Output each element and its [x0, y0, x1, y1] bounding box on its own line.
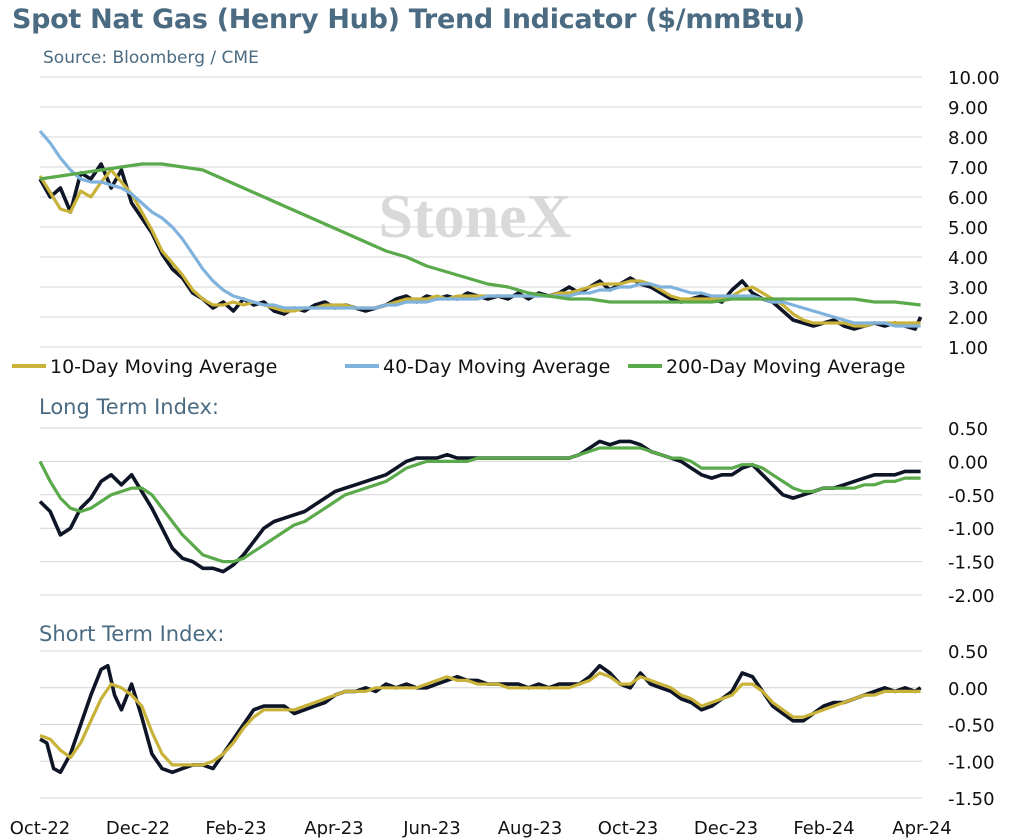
y-tick-label: -2.00	[948, 586, 995, 607]
y-tick-label: -1.00	[948, 752, 995, 773]
y-tick-label: -1.50	[948, 789, 995, 810]
x-tick-label: Aug-23	[498, 818, 563, 839]
y-tick-label: 1.00	[948, 338, 988, 359]
long-term-signal-line	[38, 446, 921, 564]
ma200-line	[39, 162, 921, 307]
y-tick-label: 0.50	[948, 642, 988, 663]
legend-label: 40-Day Moving Average	[383, 356, 610, 378]
ma40-line	[38, 129, 921, 328]
long-term-index-label: Long Term Index:	[39, 395, 219, 419]
x-tick-label: Apr-24	[892, 818, 951, 839]
y-tick-label: -0.50	[948, 716, 995, 737]
y-tick-label: 3.00	[948, 278, 988, 299]
y-tick-label: 8.00	[948, 128, 988, 149]
legend-label: 10-Day Moving Average	[50, 356, 277, 378]
x-tick-label: Dec-23	[694, 818, 758, 839]
tick-labels: 10.00 9.00 8.00 7.00 6.00 5.00 4.00 3.00 2.00 1.0…	[10, 68, 1000, 839]
series-lines	[38, 129, 923, 775]
source-note: Source: Bloomberg / CME	[43, 48, 259, 68]
y-tick-label: 0.00	[948, 452, 988, 473]
x-tick-label: Oct-22	[10, 818, 71, 839]
y-tick-label: 4.00	[948, 248, 988, 269]
y-tick-label: 7.00	[948, 158, 988, 179]
x-tick-label: Feb-24	[793, 818, 854, 839]
x-tick-label: Dec-22	[106, 818, 170, 839]
y-tick-label: 9.00	[948, 98, 988, 119]
legend-label: 200-Day Moving Average	[666, 356, 905, 378]
y-tick-label: 0.50	[948, 419, 988, 440]
y-tick-label: 2.00	[948, 308, 988, 329]
y-tick-label: 10.00	[948, 68, 1000, 89]
x-tick-label: Jun-23	[402, 818, 461, 839]
y-tick-label: -1.50	[948, 553, 995, 574]
short-term-index-line	[39, 663, 922, 775]
y-tick-label: -1.00	[948, 519, 995, 540]
y-tick-label: -0.50	[948, 486, 995, 507]
y-tick-label: 5.00	[948, 218, 988, 239]
short-term-index-label: Short Term Index:	[39, 622, 225, 646]
legend: 10-Day Moving Average 40-Day Moving Avera…	[12, 356, 905, 378]
watermark: StoneX	[379, 183, 572, 251]
x-tick-label: Apr-23	[304, 818, 363, 839]
x-tick-label: Oct-23	[598, 818, 659, 839]
y-tick-label: 0.00	[948, 679, 988, 700]
chart-title: Spot Nat Gas (Henry Hub) Trend Indicator…	[12, 4, 805, 35]
x-tick-label: Feb-23	[205, 818, 266, 839]
short-term-signal-line	[39, 671, 921, 767]
y-tick-label: 6.00	[948, 188, 988, 209]
